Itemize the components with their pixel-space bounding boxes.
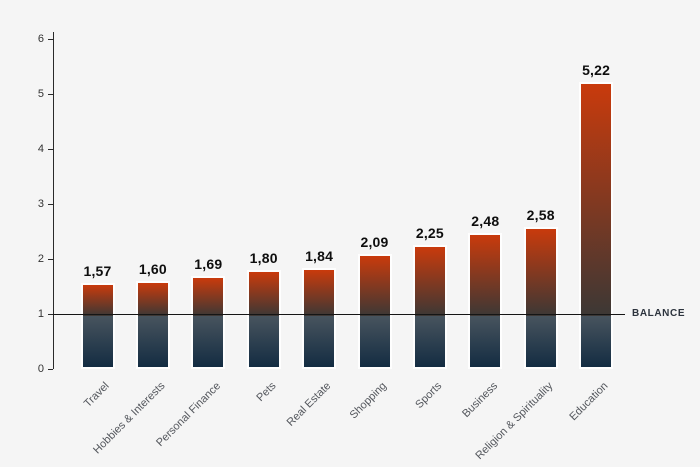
bar-segment-below-balance bbox=[581, 315, 612, 367]
bar-segment-below-balance bbox=[137, 316, 168, 367]
bar-value-label: 1,69 bbox=[194, 256, 223, 273]
bar-segment-below-balance bbox=[414, 316, 445, 367]
bar-shopping bbox=[357, 254, 392, 369]
bar-segment-above-balance bbox=[414, 247, 445, 316]
y-tick-mark bbox=[48, 204, 53, 205]
bar-segment-below-balance bbox=[359, 315, 390, 367]
y-tick-label: 0 bbox=[37, 363, 44, 375]
bar-value-label: 1,80 bbox=[249, 250, 278, 266]
bar-segment-above-balance bbox=[193, 278, 224, 316]
bar-segment-above-balance bbox=[470, 234, 501, 316]
bar-segment-above-balance bbox=[137, 283, 168, 316]
bar-segment-above-balance bbox=[359, 256, 390, 316]
y-axis-line bbox=[53, 32, 54, 369]
bar-segment-above-balance bbox=[581, 83, 612, 316]
y-tick-mark bbox=[48, 94, 53, 95]
bar-segment-above-balance bbox=[304, 269, 335, 316]
bar-hobbies-interests bbox=[135, 281, 170, 369]
y-tick-mark bbox=[48, 369, 53, 370]
y-tick-label: 4 bbox=[37, 143, 44, 155]
bar-segment-below-balance bbox=[470, 315, 501, 367]
bar-religion-spirituality bbox=[523, 227, 558, 369]
y-tick-mark bbox=[48, 259, 53, 260]
bar-business bbox=[468, 232, 503, 369]
y-tick-label: 1 bbox=[37, 308, 44, 320]
x-category-label: Education bbox=[567, 380, 611, 424]
y-tick-mark bbox=[48, 149, 53, 150]
bar-education bbox=[579, 81, 614, 369]
bar-segment-above-balance bbox=[525, 229, 556, 316]
y-tick-mark bbox=[48, 39, 53, 40]
bar-travel bbox=[80, 282, 115, 369]
bar-segment-below-balance bbox=[193, 315, 224, 367]
bar-value-label: 5,22 bbox=[582, 61, 611, 78]
bar-value-label: 2,25 bbox=[415, 225, 444, 242]
bar-segment-below-balance bbox=[525, 315, 556, 367]
bar-value-label: 1,57 bbox=[83, 262, 112, 279]
balance-label: BALANCE bbox=[632, 308, 686, 319]
y-tick-label: 3 bbox=[37, 198, 44, 210]
y-tick-label: 2 bbox=[37, 253, 44, 265]
bar-segment-above-balance bbox=[82, 284, 113, 316]
y-tick-label: 6 bbox=[37, 33, 44, 45]
bar-segment-above-balance bbox=[248, 272, 279, 316]
bar-segment-below-balance bbox=[82, 315, 113, 367]
y-tick-mark bbox=[48, 314, 53, 315]
bar-value-label: 1,60 bbox=[138, 261, 167, 277]
bar-segment-below-balance bbox=[304, 315, 335, 367]
bar-sports bbox=[412, 245, 447, 369]
bar-value-label: 2,09 bbox=[360, 234, 389, 251]
bar-real-estate bbox=[302, 267, 337, 369]
x-category-anchor: Education bbox=[402, 376, 610, 423]
bar-value-label: 2,58 bbox=[526, 207, 555, 224]
balance-line bbox=[53, 314, 625, 315]
bar-value-label: 2,48 bbox=[471, 212, 500, 229]
bar-segment-below-balance bbox=[248, 316, 279, 367]
y-tick-label: 5 bbox=[37, 88, 44, 100]
bar-value-label: 1,84 bbox=[305, 247, 334, 264]
bar-pets bbox=[246, 270, 281, 369]
bar-personal-finance bbox=[191, 276, 226, 369]
